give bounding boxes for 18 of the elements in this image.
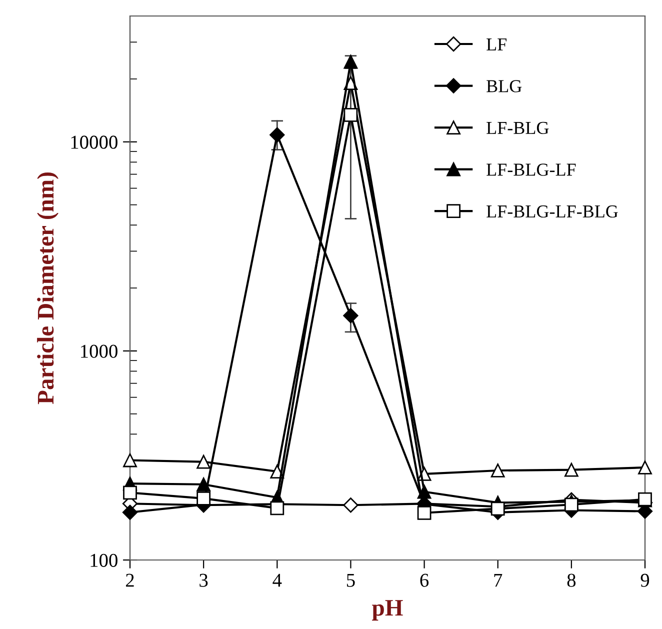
x-tick-label: 4 (272, 574, 282, 587)
legend-label: LF (486, 38, 506, 50)
y-tick-label: 100 (90, 554, 118, 567)
x-tick-label: 9 (640, 574, 650, 587)
x-tick-label: 2 (126, 574, 134, 587)
x-tick-label: 6 (420, 574, 429, 587)
x-axis-title: pH (372, 600, 403, 621)
legend-label: BLG (486, 80, 522, 92)
legend-label: LF-BLG (486, 122, 549, 134)
legend-label: LF-BLG-LF-BLG (486, 205, 618, 218)
x-tick-label: 3 (200, 574, 208, 587)
y-tick-label: 1000 (81, 344, 118, 358)
y-tick-label: 10000 (71, 136, 118, 149)
x-tick-label: 5 (346, 574, 355, 587)
x-tick-label: 7 (494, 574, 502, 587)
y-axis-title: Particle Diameter (nm) (37, 172, 58, 404)
x-tick-label: 8 (567, 574, 576, 587)
legend-label: LF-BLG-LF (486, 164, 576, 176)
